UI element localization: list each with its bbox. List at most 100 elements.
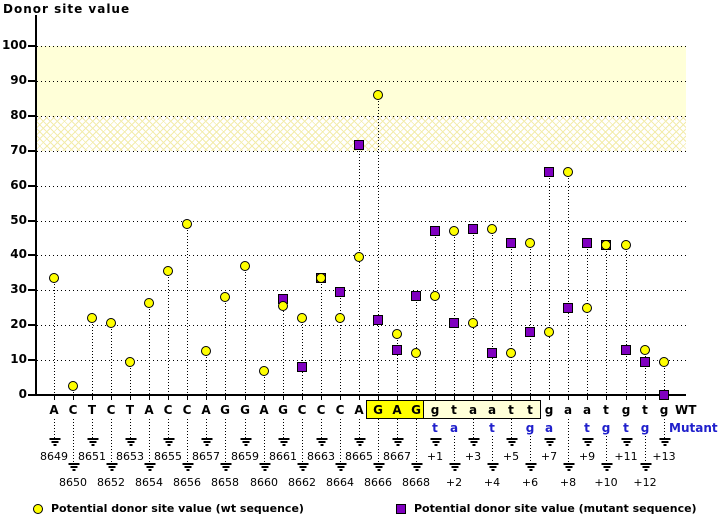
x-axis-tick — [473, 396, 474, 400]
position-arrow-icon — [506, 438, 518, 447]
position-arrow-icon — [335, 463, 347, 472]
position-arrow-icon — [487, 463, 499, 472]
wt-marker — [125, 356, 135, 367]
wt-base-letter: t — [527, 403, 533, 417]
mutant-marker — [449, 318, 459, 329]
x-axis-tick — [606, 396, 607, 400]
wt-base-letter: A — [354, 403, 364, 417]
data-stem — [225, 297, 226, 394]
wt-base-letter: C — [182, 403, 192, 417]
position-number: +8 — [559, 476, 577, 489]
wt-marker — [601, 239, 611, 250]
position-lead-line — [73, 419, 74, 463]
chart-title: Donor site value — [3, 2, 131, 16]
wt-marker — [201, 346, 211, 357]
mutant-base-letter: t — [489, 421, 495, 435]
data-stem — [359, 145, 360, 394]
wt-marker — [525, 238, 535, 249]
data-stem — [492, 229, 493, 394]
data-stem — [473, 229, 474, 394]
y-tick-label: 40 — [10, 247, 27, 262]
wt-marker — [563, 166, 573, 177]
position-number: +4 — [483, 476, 501, 489]
wt-base-letter: g — [544, 403, 554, 417]
x-axis-tick — [168, 396, 169, 400]
mutant-marker — [297, 362, 307, 373]
position-arrow-icon — [449, 463, 461, 472]
wt-marker — [468, 318, 478, 329]
data-stem — [149, 302, 150, 394]
position-number: 8658 — [211, 476, 239, 489]
mutant-marker — [659, 390, 669, 400]
position-lead-line — [359, 419, 360, 438]
position-lead-line — [206, 419, 207, 438]
wt-marker — [259, 365, 269, 376]
y-tick-label: 60 — [10, 177, 27, 192]
wt-base-letter: G — [240, 403, 250, 417]
position-arrow-icon — [640, 463, 652, 472]
position-lead-line — [378, 419, 379, 463]
position-arrow-icon — [182, 463, 194, 472]
position-lead-line — [645, 436, 646, 463]
data-stem — [549, 171, 550, 394]
position-arrow-icon — [144, 463, 156, 472]
data-stem — [245, 265, 246, 394]
mutant-marker — [430, 225, 440, 236]
position-lead-line — [130, 419, 131, 438]
position-arrow-icon — [163, 438, 175, 447]
position-arrow-icon — [601, 463, 613, 472]
position-arrow-icon — [201, 438, 213, 447]
data-stem — [111, 323, 112, 394]
mutant-marker — [525, 327, 535, 338]
wt-marker — [582, 302, 592, 313]
wt-marker — [621, 239, 631, 250]
wt-base-letter: g — [430, 403, 440, 417]
data-stem — [168, 271, 169, 394]
mutant-base-letter: a — [544, 421, 554, 435]
wt-base-letter: t — [603, 403, 609, 417]
data-stem — [626, 244, 627, 394]
y-axis-tick — [28, 394, 35, 396]
wt-base-letter: a — [468, 403, 478, 417]
wt-base-letter: T — [125, 403, 135, 417]
position-arrow-icon — [621, 438, 633, 447]
position-arrow-icon — [49, 438, 61, 447]
x-axis-tick — [187, 396, 188, 400]
mutant-base-letter: t — [584, 421, 590, 435]
data-stem — [264, 370, 265, 394]
wt-base-letter: a — [582, 403, 592, 417]
position-number: 8656 — [173, 476, 201, 489]
position-lead-line — [397, 419, 398, 438]
position-arrow-icon — [392, 438, 404, 447]
data-stem — [340, 292, 341, 394]
data-stem — [587, 243, 588, 394]
wt-base-letter: C — [163, 403, 173, 417]
x-axis-tick — [416, 396, 417, 400]
y-axis-tick — [28, 219, 35, 222]
mutant-marker — [544, 166, 554, 177]
data-stem — [568, 171, 569, 394]
mutant-base-letter: g — [640, 421, 650, 435]
gridline-50 — [37, 220, 686, 222]
position-number: 8649 — [40, 450, 68, 463]
y-axis-tick — [28, 184, 35, 187]
position-arrow-icon — [582, 438, 594, 447]
position-lead-line — [416, 419, 417, 463]
position-number: 8650 — [59, 476, 87, 489]
data-stem — [206, 351, 207, 394]
position-lead-line — [606, 436, 607, 463]
x-axis-tick — [645, 396, 646, 400]
position-arrow-icon — [316, 438, 328, 447]
position-arrow-icon — [373, 463, 385, 472]
position-number: 8657 — [192, 450, 220, 463]
mutant-marker — [563, 302, 573, 313]
wt-marker — [392, 328, 402, 339]
position-lead-line — [54, 419, 55, 438]
wt-marker — [163, 266, 173, 277]
data-stem — [454, 230, 455, 394]
wt-marker — [106, 318, 116, 329]
wt-base-letter: C — [106, 403, 116, 417]
wt-marker — [411, 348, 421, 359]
position-lead-line — [664, 419, 665, 438]
